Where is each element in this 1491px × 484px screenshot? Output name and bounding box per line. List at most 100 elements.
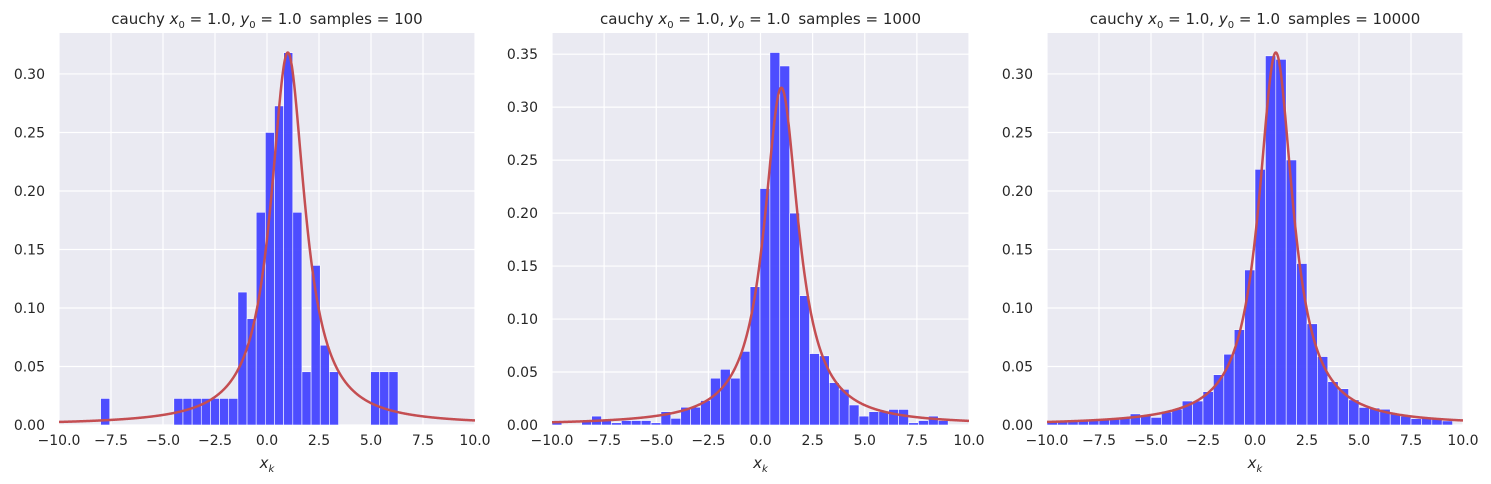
x-tick-label: −7.5 [1082, 433, 1116, 449]
x-tick-label: −5.0 [639, 433, 673, 449]
x-tick-labels: −10.0 −7.5 −5.0 −2.5 0.0 2.5 5.0 7.5 10.0 [1026, 433, 1479, 449]
x-tick-label: 0.0 [749, 433, 771, 449]
histogram-bar [1150, 417, 1162, 425]
subplot-title: cauchy x0 = 1.0, y0 = 1.0 samples = 1000 [600, 10, 921, 31]
histogram-bar [858, 415, 870, 425]
y-tick-label: 0.00 [14, 418, 45, 434]
x-tick-label: 2.5 [801, 433, 823, 449]
histogram-bar [789, 212, 800, 425]
histogram-bar [1358, 407, 1370, 425]
y-tick-label: 0.20 [507, 206, 538, 222]
x-tick-label: 10.0 [459, 433, 490, 449]
histogram-bar [1400, 415, 1412, 425]
title-x-symbol: x [657, 10, 667, 28]
x-tick-label: −10.0 [38, 433, 81, 449]
histogram-bar [710, 377, 721, 425]
y-tick-labels: 0.00 0.05 0.10 0.15 0.20 0.25 0.30 [14, 67, 45, 434]
cauchy-pdf-curve [1047, 51, 1463, 424]
x-tick-label: −5.0 [146, 433, 180, 449]
title-y-symbol: y [239, 10, 250, 28]
title-samples: samples = 1000 [798, 10, 921, 28]
title-prefix: cauchy [600, 10, 658, 28]
histogram-bar [255, 211, 266, 425]
histogram-bar [848, 404, 860, 425]
x-axis-label-base: x [1247, 454, 1257, 472]
subplot-2: −10.0 −7.5 −5.0 −2.5 0.0 2.5 5.0 7.5 10.00.000.0… [507, 10, 985, 475]
histogram-bar [301, 371, 312, 425]
histogram-bar [690, 406, 701, 425]
x-tick-label: 7.5 [412, 433, 434, 449]
title-x-value: = 1.0, [674, 10, 730, 28]
title-y-subscript: 0 [1228, 20, 1234, 31]
histogram-bar [809, 353, 820, 425]
x-axis-label-subscript: k [269, 464, 276, 475]
histogram-bar [749, 286, 761, 425]
histogram-bar [1306, 323, 1318, 425]
histogram-bars [552, 52, 949, 425]
x-axis-label-subscript: k [1257, 464, 1264, 475]
histogram-bar [621, 420, 632, 425]
histogram-bar [292, 211, 303, 425]
y-tick-label: 0.05 [14, 359, 45, 375]
histogram-bar [329, 371, 339, 425]
y-tick-label: 0.10 [14, 301, 45, 317]
histogram-bar [1244, 269, 1256, 425]
histogram-bar [650, 422, 662, 425]
y-tick-label: 0.05 [1002, 359, 1033, 375]
histogram-bar [1254, 169, 1266, 425]
histogram-bar [1410, 418, 1422, 425]
histogram-bar [1327, 381, 1339, 425]
y-tick-label: 0.20 [1002, 184, 1033, 200]
histogram-bar [370, 371, 381, 425]
subplot-3: −10.0 −7.5 −5.0 −2.5 0.0 2.5 5.0 7.5 10.00.000.0… [1002, 10, 1479, 475]
title-x-symbol: x [169, 10, 179, 28]
x-tick-labels: −10.0 −7.5 −5.0 −2.5 0.0 2.5 5.0 7.5 10.0 [38, 433, 491, 449]
histogram-bar [1161, 411, 1173, 425]
x-axis-label-subscript: k [762, 464, 769, 475]
subplot-title: cauchy x0 = 1.0, y0 = 1.0 samples = 100 [111, 10, 422, 31]
title-x-value: = 1.0, [185, 10, 241, 28]
histogram-bar [219, 398, 230, 425]
x-tick-label: −2.5 [1186, 433, 1220, 449]
y-tick-labels: 0.00 0.05 0.10 0.15 0.20 0.25 0.30 [1002, 67, 1033, 434]
histogram-bar [640, 420, 652, 425]
title-y-subscript: 0 [249, 20, 255, 31]
x-tick-label: 2.5 [1296, 433, 1318, 449]
x-axis-label: xk [1247, 454, 1264, 475]
histogram-bar [1171, 408, 1183, 425]
y-tick-label: 0.10 [507, 312, 538, 328]
y-tick-label: 0.00 [507, 418, 538, 434]
title-x-subscript: 0 [667, 20, 673, 31]
title-x-subscript: 0 [1157, 20, 1163, 31]
histogram-bar [388, 371, 399, 425]
title-samples: samples = 100 [310, 10, 423, 28]
x-axis-label: xk [259, 454, 276, 475]
x-tick-label: 5.0 [360, 433, 382, 449]
histogram-bars [1047, 55, 1453, 425]
title-y-value: = 1.0 [744, 10, 790, 28]
histogram-bar [799, 295, 810, 425]
y-tick-label: 0.25 [507, 153, 538, 169]
histogram-bar [937, 420, 949, 425]
x-tick-label: −5.0 [1134, 433, 1168, 449]
x-tick-label: 0.0 [256, 433, 278, 449]
y-tick-label: 0.10 [1002, 301, 1033, 317]
x-tick-label: 7.5 [906, 433, 928, 449]
histogram-bar [379, 371, 390, 425]
y-tick-label: 0.20 [14, 184, 45, 200]
x-tick-label: −2.5 [691, 433, 725, 449]
cauchy-pdf-curve [552, 86, 969, 424]
histogram-bar [829, 382, 840, 425]
y-tick-label: 0.00 [1002, 418, 1033, 434]
y-tick-label: 0.05 [507, 365, 538, 381]
x-tick-label: 10.0 [1447, 433, 1478, 449]
x-tick-label: 5.0 [1348, 433, 1370, 449]
y-tick-label: 0.30 [507, 100, 538, 116]
histogram-bar [1317, 356, 1329, 425]
cauchy-pdf-curve [59, 51, 475, 424]
histogram-bar [100, 398, 111, 425]
x-tick-label: 5.0 [854, 433, 876, 449]
histogram-bar [1441, 420, 1453, 425]
histogram-bar [611, 422, 622, 425]
